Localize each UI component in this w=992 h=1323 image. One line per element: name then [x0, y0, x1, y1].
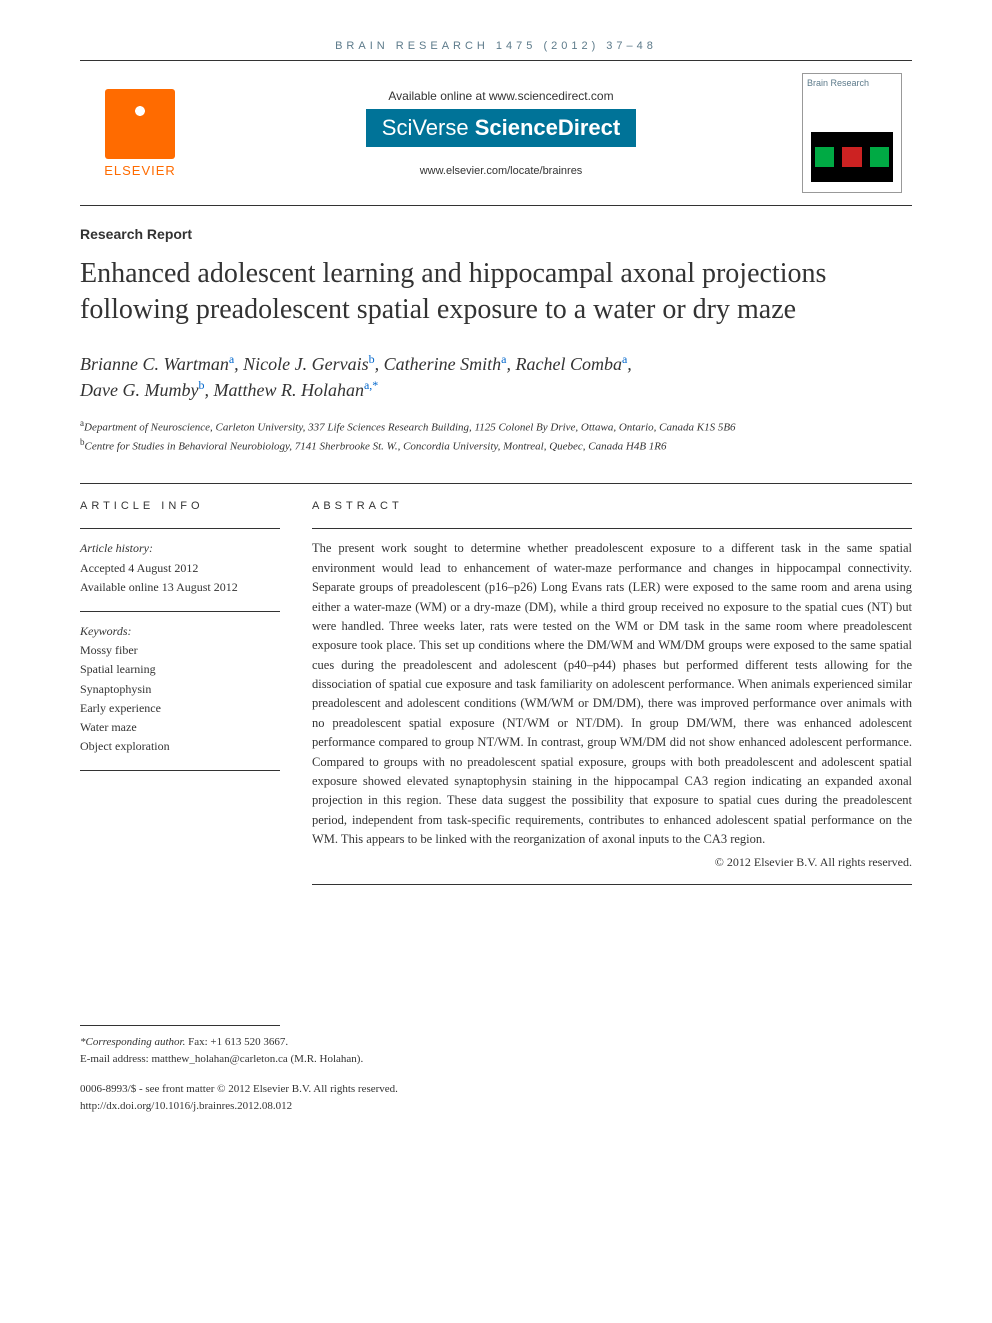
online-date: Available online 13 August 2012	[80, 578, 280, 597]
footnote-rule	[80, 1025, 280, 1026]
corresponding-author-note: *Corresponding author. Fax: +1 613 520 3…	[80, 1034, 912, 1067]
accepted-date: Accepted 4 August 2012	[80, 559, 280, 578]
doi-block: 0006-8993/$ - see front matter © 2012 El…	[80, 1081, 912, 1114]
sciencedirect-name: ScienceDirect	[475, 115, 621, 140]
elsevier-tree-icon	[105, 89, 175, 159]
keyword: Water maze	[80, 718, 280, 737]
keywords-block: Keywords: Mossy fiber Spatial learning S…	[80, 611, 280, 771]
article-type: Research Report	[80, 226, 912, 242]
journal-cover: Brain Research	[802, 73, 902, 193]
doi-link[interactable]: http://dx.doi.org/10.1016/j.brainres.201…	[80, 1098, 912, 1115]
publisher-banner: ELSEVIER Available online at www.science…	[80, 60, 912, 206]
author: Dave G. Mumby	[80, 380, 198, 400]
article-info-heading: ARTICLE INFO	[80, 500, 280, 512]
author-aff: a	[229, 352, 234, 366]
abstract-text: The present work sought to determine whe…	[312, 528, 912, 849]
issn-line: 0006-8993/$ - see front matter © 2012 El…	[80, 1081, 912, 1098]
article-title: Enhanced adolescent learning and hippoca…	[80, 256, 912, 329]
keyword: Early experience	[80, 699, 280, 718]
author-aff: b	[198, 378, 204, 392]
author: Matthew R. Holahan	[213, 380, 364, 400]
sciverse-prefix: SciVerse	[382, 115, 475, 140]
corresponding-email[interactable]: matthew_holahan@carleton.ca	[151, 1053, 287, 1065]
affiliation: aDepartment of Neuroscience, Carleton Un…	[80, 417, 912, 436]
keyword: Mossy fiber	[80, 641, 280, 660]
email-attribution: (M.R. Holahan).	[288, 1053, 363, 1065]
available-online-text: Available online at www.sciencedirect.co…	[200, 89, 802, 103]
sciverse-logo: SciVerse ScienceDirect	[366, 109, 636, 147]
article-info-column: ARTICLE INFO Article history: Accepted 4…	[80, 500, 280, 885]
abstract-heading: ABSTRACT	[312, 500, 912, 512]
corresponding-label: *Corresponding author.	[80, 1036, 185, 1048]
journal-cover-block: Brain Research	[802, 73, 912, 193]
corresponding-fax: Fax: +1 613 520 3667.	[185, 1036, 288, 1048]
keywords-label: Keywords:	[80, 622, 280, 641]
affiliation-text: Department of Neuroscience, Carleton Uni…	[84, 422, 736, 434]
author-aff: a	[622, 352, 627, 366]
content-columns: ARTICLE INFO Article history: Accepted 4…	[80, 483, 912, 885]
cover-thumbnail-icon	[811, 132, 893, 182]
author: Catherine Smith	[384, 354, 502, 374]
author: Rachel Comba	[515, 354, 621, 374]
keyword: Spatial learning	[80, 660, 280, 679]
journal-header: BRAIN RESEARCH 1475 (2012) 37–48	[80, 40, 912, 52]
affiliation: bCentre for Studies in Behavioral Neurob…	[80, 436, 912, 455]
author-aff: a,*	[364, 378, 378, 392]
author: Nicole J. Gervais	[243, 354, 368, 374]
abstract-column: ABSTRACT The present work sought to dete…	[312, 500, 912, 885]
affiliation-list: aDepartment of Neuroscience, Carleton Un…	[80, 417, 912, 455]
author-list: Brianne C. Wartmana, Nicole J. Gervaisb,…	[80, 351, 912, 403]
affiliation-text: Centre for Studies in Behavioral Neurobi…	[85, 441, 667, 453]
keyword: Synaptophysin	[80, 680, 280, 699]
journal-cover-title: Brain Research	[807, 78, 897, 88]
email-label: E-mail address:	[80, 1053, 151, 1065]
banner-center: Available online at www.sciencedirect.co…	[200, 89, 802, 177]
elsevier-logo-block: ELSEVIER	[80, 89, 200, 178]
author-aff: b	[369, 352, 375, 366]
author-aff: a	[501, 352, 506, 366]
history-label: Article history:	[80, 539, 280, 558]
locate-url: www.elsevier.com/locate/brainres	[200, 165, 802, 177]
article-history-block: Article history: Accepted 4 August 2012 …	[80, 528, 280, 597]
keyword: Object exploration	[80, 737, 280, 756]
author: Brianne C. Wartman	[80, 354, 229, 374]
elsevier-label: ELSEVIER	[80, 163, 200, 178]
copyright-line: © 2012 Elsevier B.V. All rights reserved…	[312, 855, 912, 885]
